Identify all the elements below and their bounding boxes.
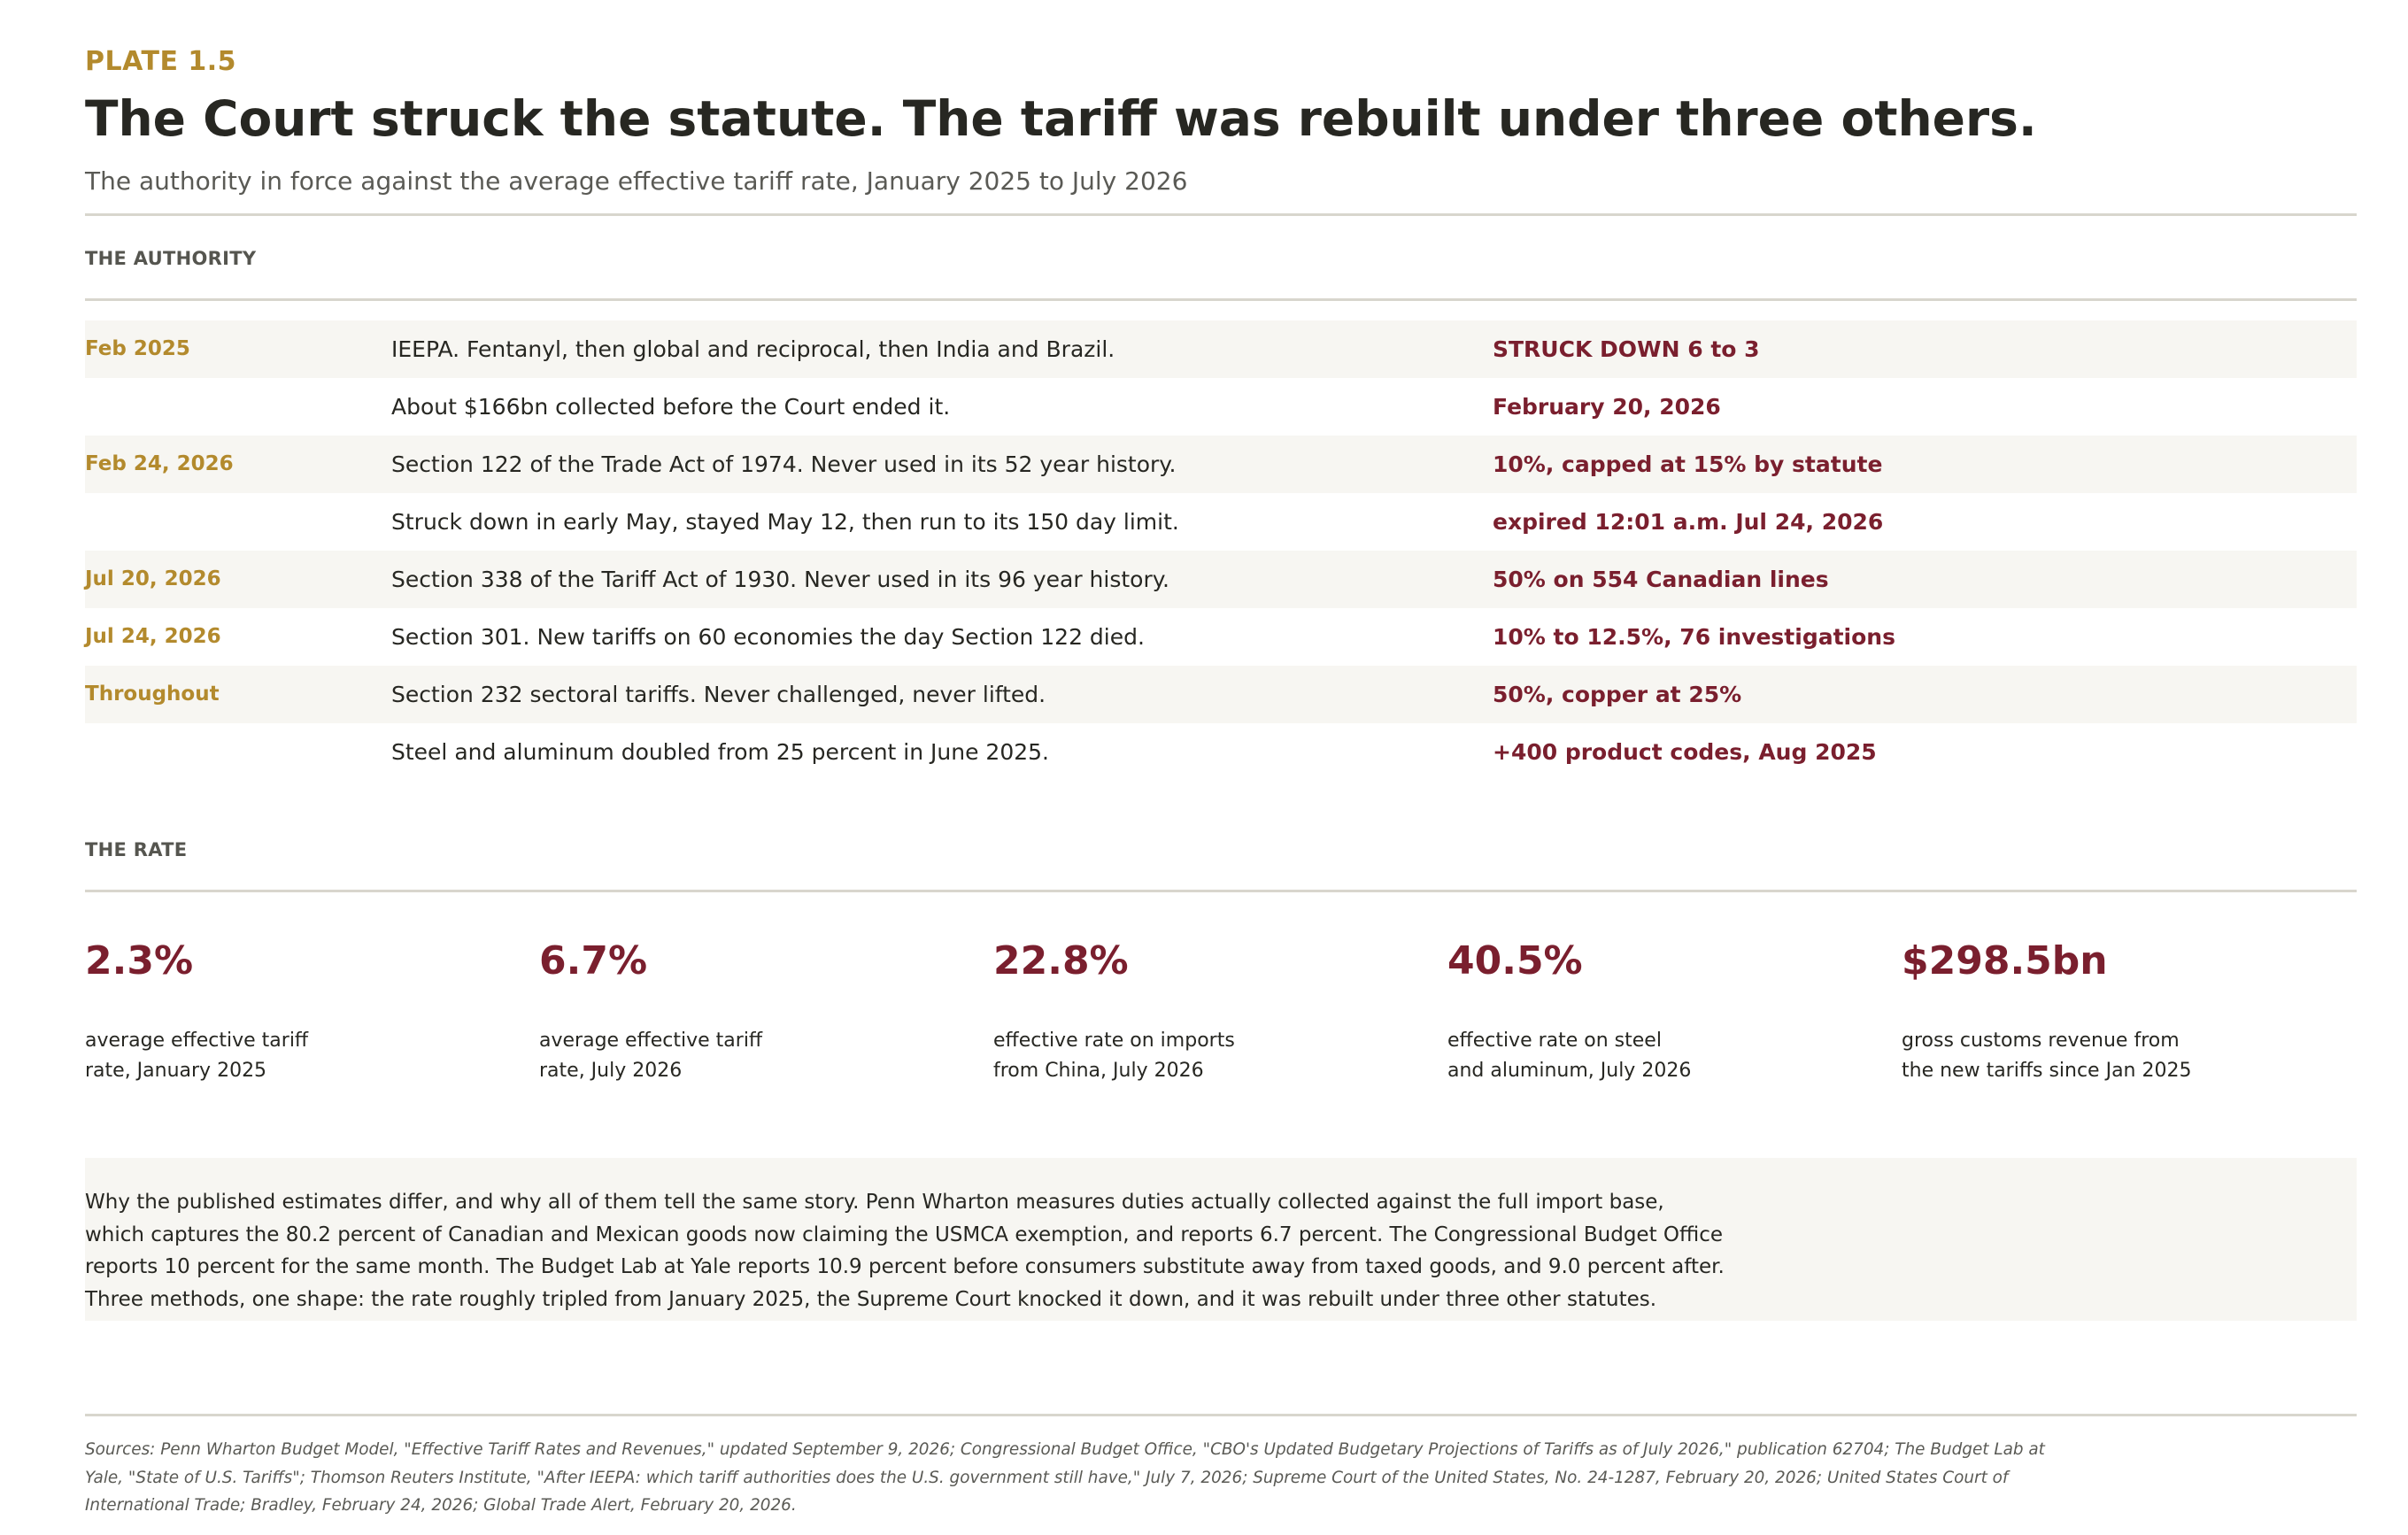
authority-row: Feb 24, 2026 Section 122 of the Trade Ac…	[85, 436, 2357, 493]
authority-row: Feb 2025 IEEPA. Fentanyl, then global an…	[85, 320, 2357, 378]
stat-value: 22.8%	[993, 938, 1129, 983]
stat-description-line: effective rate on imports	[993, 1030, 1235, 1052]
stat-description-line: average effective tariff	[539, 1030, 763, 1052]
stat-card: 2.3% average effective tariff rate, Janu…	[85, 938, 501, 1086]
authority-result: 50%, copper at 25%	[1493, 682, 1742, 707]
stat-card: 22.8% effective rate on imports from Chi…	[993, 938, 1409, 1086]
stat-description-line: the new tariffs since Jan 2025	[1902, 1060, 2192, 1082]
methodology-note-text: Why the published estimates differ, and …	[85, 1186, 1767, 1315]
authority-result: +400 product codes, Aug 2025	[1493, 739, 1877, 765]
authority-description: Steel and aluminum doubled from 25 perce…	[391, 739, 1050, 765]
stat-value: $298.5bn	[1902, 938, 2108, 983]
sources-divider	[85, 1414, 2357, 1416]
stat-description: gross customs revenue from the new tarif…	[1902, 1026, 2220, 1086]
stat-card: $298.5bn gross customs revenue from the …	[1902, 938, 2318, 1086]
authority-description: About $166bn collected before the Court …	[391, 394, 951, 420]
stat-description-line: rate, January 2025	[85, 1060, 267, 1082]
authority-section-label: THE AUTHORITY	[85, 248, 257, 269]
note-line: Three methods, one shape: the rate rough…	[85, 1287, 1657, 1311]
header-divider	[85, 213, 2357, 216]
authority-date: Feb 2025	[85, 337, 190, 360]
note-line: Why the published estimates differ, and …	[85, 1191, 1664, 1214]
authority-result: 50% on 554 Canadian lines	[1493, 567, 1829, 592]
note-line: which captures the 80.2 percent of Canad…	[85, 1223, 1724, 1246]
authority-description: Section 338 of the Tariff Act of 1930. N…	[391, 567, 1169, 592]
stat-description: average effective tariff rate, July 2026	[539, 1026, 858, 1086]
stat-description: average effective tariff rate, January 2…	[85, 1026, 404, 1086]
stat-description-line: gross customs revenue from	[1902, 1030, 2180, 1052]
authority-table: Feb 2025 IEEPA. Fentanyl, then global an…	[85, 320, 2357, 781]
authority-row: Struck down in early May, stayed May 12,…	[85, 493, 2357, 551]
rate-divider	[85, 890, 2357, 892]
page-subtitle: The authority in force against the avera…	[85, 166, 1188, 196]
methodology-note: Why the published estimates differ, and …	[85, 1158, 2357, 1321]
stat-description-line: average effective tariff	[85, 1030, 309, 1052]
authority-result: STRUCK DOWN 6 to 3	[1493, 336, 1760, 362]
authority-description: IEEPA. Fentanyl, then global and recipro…	[391, 336, 1115, 362]
stat-value: 6.7%	[539, 938, 648, 983]
note-line: reports 10 percent for the same month. T…	[85, 1255, 1725, 1278]
stat-description-line: effective rate on steel	[1447, 1030, 1662, 1052]
authority-date: Jul 20, 2026	[85, 567, 221, 590]
authority-description: Section 122 of the Trade Act of 1974. Ne…	[391, 451, 1177, 477]
sources-line: Sources: Penn Wharton Budget Model, "Eff…	[85, 1440, 2045, 1459]
authority-divider	[85, 298, 2357, 301]
sources-line: International Trade; Bradley, February 2…	[85, 1496, 797, 1515]
authority-description: Section 301. New tariffs on 60 economies…	[391, 624, 1145, 650]
stat-description-line: and aluminum, July 2026	[1447, 1060, 1692, 1082]
sources-text: Sources: Penn Wharton Budget Model, "Eff…	[85, 1436, 2148, 1520]
stat-description: effective rate on imports from China, Ju…	[993, 1026, 1312, 1086]
authority-row: Jul 20, 2026 Section 338 of the Tariff A…	[85, 551, 2357, 608]
page-title: The Court struck the statute. The tariff…	[85, 90, 2037, 147]
authority-row: About $166bn collected before the Court …	[85, 378, 2357, 436]
authority-date: Throughout	[85, 683, 220, 706]
authority-result: 10%, capped at 15% by statute	[1493, 451, 1883, 477]
sources-line: Yale, "State of U.S. Tariffs"; Thomson R…	[85, 1468, 2009, 1487]
stat-value: 40.5%	[1447, 938, 1583, 983]
authority-date: Jul 24, 2026	[85, 625, 221, 648]
stat-card: 6.7% average effective tariff rate, July…	[539, 938, 955, 1086]
stat-description: effective rate on steel and aluminum, Ju…	[1447, 1026, 1766, 1086]
authority-date: Feb 24, 2026	[85, 452, 234, 475]
plate-number: PLATE 1.5	[85, 46, 237, 77]
stat-description-line: from China, July 2026	[993, 1060, 1204, 1082]
authority-description: Struck down in early May, stayed May 12,…	[391, 509, 1179, 535]
stat-card: 40.5% effective rate on steel and alumin…	[1447, 938, 1864, 1086]
stat-value: 2.3%	[85, 938, 194, 983]
rate-section-label: THE RATE	[85, 839, 188, 860]
authority-row: Jul 24, 2026 Section 301. New tariffs on…	[85, 608, 2357, 666]
authority-result: expired 12:01 a.m. Jul 24, 2026	[1493, 509, 1884, 535]
authority-result: 10% to 12.5%, 76 investigations	[1493, 624, 1895, 650]
authority-description: Section 232 sectoral tariffs. Never chal…	[391, 682, 1046, 707]
stat-description-line: rate, July 2026	[539, 1060, 683, 1082]
authority-row: Throughout Section 232 sectoral tariffs.…	[85, 666, 2357, 723]
authority-result: February 20, 2026	[1493, 394, 1721, 420]
rate-stats: 2.3% average effective tariff rate, Janu…	[85, 938, 2357, 1115]
authority-row: Steel and aluminum doubled from 25 perce…	[85, 723, 2357, 781]
